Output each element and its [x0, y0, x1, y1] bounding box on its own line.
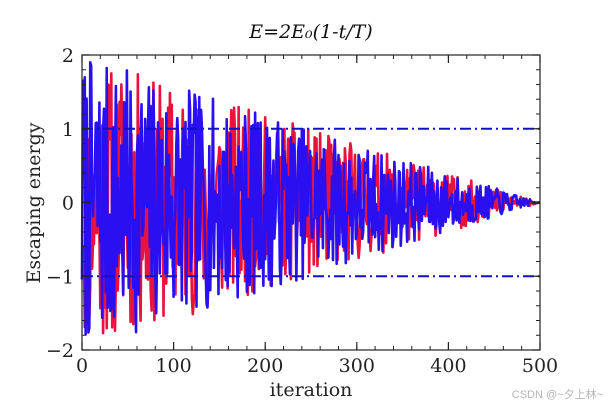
- y-tick-label: 2: [62, 45, 74, 67]
- y-tick-label: −1: [46, 266, 74, 288]
- x-tick-label: 100: [155, 355, 191, 377]
- x-tick-label: 500: [522, 355, 558, 377]
- watermark: CSDN @~夕上林~: [511, 389, 603, 401]
- x-axis-label: iteration: [270, 379, 353, 401]
- y-tick-label: −2: [46, 340, 74, 362]
- y-tick-label: 0: [62, 193, 74, 215]
- series-line-2: [80, 61, 541, 336]
- chart-title: E=2E₀(1-t/T): [248, 21, 372, 43]
- y-tick-label: 1: [62, 119, 74, 141]
- x-tick-label: 300: [339, 355, 375, 377]
- x-tick-label: 400: [430, 355, 466, 377]
- axes: 0 100 200 300 400 500 −2 −1 0 1 2: [46, 45, 558, 377]
- x-tick-label: 200: [247, 355, 283, 377]
- plot-area: [80, 61, 541, 336]
- y-axis-label: Escaping energy: [23, 122, 45, 283]
- x-tick-label: 0: [76, 355, 88, 377]
